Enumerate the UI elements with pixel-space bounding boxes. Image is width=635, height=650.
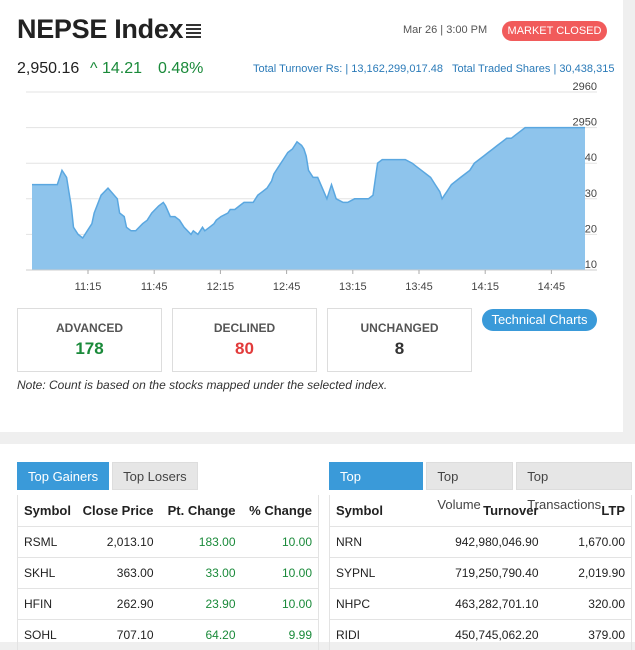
index-change: ^ 14.21 <box>90 60 142 77</box>
declined-box: DECLINED 80 <box>172 308 317 372</box>
advanced-label: ADVANCED <box>55 321 124 335</box>
declined-label: DECLINED <box>213 321 276 335</box>
x-tick-label: 13:45 <box>405 281 433 293</box>
table-cell: 2,013.10 <box>79 525 160 557</box>
advanced-box: ADVANCED 178 <box>17 308 162 372</box>
table-cell[interactable]: NHPC <box>329 587 410 619</box>
x-tick-label: 12:45 <box>273 281 301 293</box>
tab-top-turnover[interactable]: Top Turnover <box>329 462 424 512</box>
table-cell: 379.00 <box>544 618 632 650</box>
market-datetime: Mar 26 | 3:00 PM <box>403 24 488 36</box>
unchanged-box: UNCHANGED 8 <box>327 308 472 372</box>
col-symbol: Symbol <box>336 502 383 518</box>
table-cell: 23.90 <box>159 587 242 619</box>
col-ltp: LTP <box>601 502 625 518</box>
tab-top-volume[interactable]: Top Volume <box>426 462 514 512</box>
chart-area <box>32 127 585 270</box>
page-title: NEPSE Index <box>17 14 184 44</box>
table-cell: 719,250,790.40 <box>409 556 545 588</box>
index-chart: 29602950294029302920291011:1511:4512:151… <box>26 81 597 293</box>
declined-count: 80 <box>235 339 254 358</box>
table-cell: 1,670.00 <box>544 525 632 557</box>
advanced-count: 178 <box>75 339 104 358</box>
table-cell: 183.00 <box>159 525 242 557</box>
menu-icon[interactable] <box>186 24 201 39</box>
table-header-row: Symbol Turnover LTP <box>330 495 632 526</box>
turnover-table: Symbol Turnover LTP NRN 942,980,046.90 1,6… <box>329 495 632 650</box>
table-cell: 10.00 <box>241 525 319 557</box>
table-cell: 10.00 <box>241 556 319 588</box>
unchanged-count: 8 <box>394 339 405 358</box>
table-cell: 262.90 <box>79 587 160 619</box>
total-turnover: Total Turnover Rs: | 13,162,299,017.48 <box>253 63 443 75</box>
table-cell: 450,745,062.20 <box>409 618 545 650</box>
table-row[interactable]: HFIN 262.90 23.90 10.00 <box>17 587 319 619</box>
total-shares: Total Traded Shares | 30,438,315 <box>451 63 615 75</box>
table-cell: 10.00 <box>241 587 319 619</box>
table-cell[interactable]: SOHL <box>17 618 80 650</box>
chart-line <box>32 126 585 240</box>
turnover-summary: Total Turnover Rs: | 13,162,299,017.48 T… <box>253 63 614 75</box>
x-tick-label: 13:15 <box>339 281 367 293</box>
unchanged-label: UNCHANGED <box>360 321 439 335</box>
table-cell: 942,980,046.90 <box>409 525 545 557</box>
table-cell: 33.00 <box>159 556 242 588</box>
table-row[interactable]: NRN 942,980,046.90 1,670.00 <box>329 525 632 557</box>
table-cell: 707.10 <box>79 618 160 650</box>
tab-top-losers[interactable]: Top Losers <box>112 462 198 490</box>
market-status-badge: MARKET CLOSED <box>502 21 607 41</box>
x-tick-label: 14:15 <box>471 281 499 293</box>
table-cell[interactable]: RSML <box>17 525 80 557</box>
table-row[interactable]: RIDI 450,745,062.20 379.00 <box>329 618 632 650</box>
index-card: NEPSE Index Mar 26 | 3:00 PM MARKET CLOS… <box>0 0 623 432</box>
count-note: Note: Count is based on the stocks mappe… <box>17 378 388 392</box>
gainers-losers-tabs: Top Gainers Top Losers <box>17 462 201 490</box>
index-percent: 0.48% <box>158 60 204 77</box>
table-cell: 463,282,701.10 <box>409 587 545 619</box>
table-cell[interactable]: NRN <box>329 525 410 557</box>
x-tick-label: 14:45 <box>538 281 566 293</box>
technical-charts-button[interactable]: Technical Charts <box>482 309 597 331</box>
table-row[interactable]: SOHL 707.10 64.20 9.99 <box>17 618 319 650</box>
table-cell[interactable]: SKHL <box>17 556 80 588</box>
table-cell[interactable]: RIDI <box>329 618 410 650</box>
col-symbol: Symbol <box>24 502 71 518</box>
table-header-row: Symbol Close Price Pt. Change % Change <box>18 495 319 526</box>
tab-top-gainers[interactable]: Top Gainers <box>17 462 110 490</box>
y-tick-label: 2950 <box>573 117 597 129</box>
col-close-price: Close Price <box>82 502 154 518</box>
table-cell: 2,019.90 <box>544 556 632 588</box>
x-tick-label: 11:15 <box>75 281 102 293</box>
table-cell: 320.00 <box>544 587 632 619</box>
table-cell[interactable]: HFIN <box>17 587 80 619</box>
turnover-tabs: Top Turnover Top Volume Top Transactions <box>329 462 635 512</box>
table-row[interactable]: NHPC 463,282,701.10 320.00 <box>329 587 632 619</box>
col-pct-change: % Change <box>249 502 312 518</box>
col-turnover: Turnover <box>483 502 539 518</box>
table-row[interactable]: SYPNL 719,250,790.40 2,019.90 <box>329 556 632 588</box>
tab-top-transactions[interactable]: Top Transactions <box>516 462 632 512</box>
table-cell: 64.20 <box>159 618 242 650</box>
x-tick-label: 12:15 <box>207 281 235 293</box>
gainers-table: Symbol Close Price Pt. Change % Change R… <box>17 495 319 650</box>
x-tick-label: 11:45 <box>141 281 168 293</box>
col-pt-change: Pt. Change <box>167 502 236 518</box>
y-tick-label: 2960 <box>573 81 597 93</box>
table-cell: 9.99 <box>241 618 319 650</box>
table-row[interactable]: SKHL 363.00 33.00 10.00 <box>17 556 319 588</box>
index-value: 2,950.16 <box>17 60 80 77</box>
table-cell: 363.00 <box>79 556 160 588</box>
table-cell[interactable]: SYPNL <box>329 556 410 588</box>
table-row[interactable]: RSML 2,013.10 183.00 10.00 <box>17 525 319 557</box>
